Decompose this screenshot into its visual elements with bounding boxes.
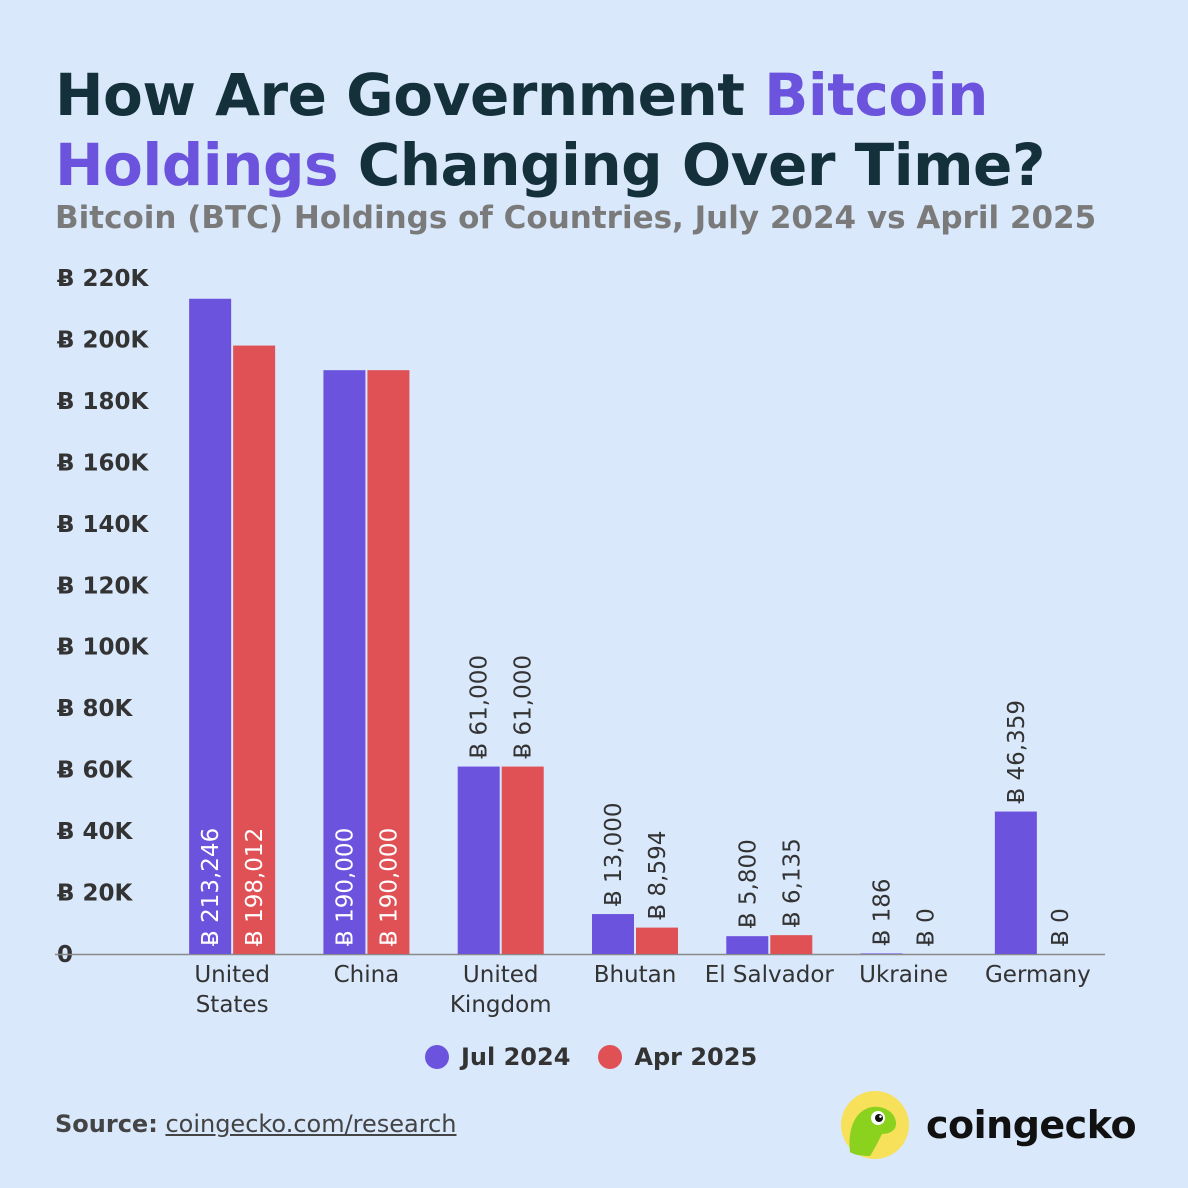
x-tick-label: Kingdom: [450, 992, 552, 1018]
bar: [233, 345, 276, 955]
y-tick-label: Ƀ 60K: [57, 758, 134, 784]
chart-legend: Jul 2024 Apr 2025: [425, 1043, 757, 1071]
page-title: How Are Government Bitcoin Holdings Chang…: [55, 60, 1155, 200]
data-label: Ƀ 61,000: [467, 655, 493, 759]
y-tick-label: Ƀ 160K: [57, 450, 150, 476]
title-part-2: Changing Over Time?: [338, 131, 1046, 199]
source-link[interactable]: coingecko.com/research: [165, 1110, 457, 1138]
x-tick-label: Bhutan: [594, 962, 677, 988]
legend-dot-apr-2025: [598, 1045, 623, 1069]
y-tick-label: Ƀ 200K: [57, 327, 150, 353]
title-part-1: How Are Government: [55, 61, 765, 129]
data-label: Ƀ 13,000: [601, 802, 627, 906]
chart-subtitle: Bitcoin (BTC) Holdings of Countries, Jul…: [55, 200, 1097, 236]
title-highlight-2: Holdings: [55, 131, 339, 199]
source-note: Source: coingecko.com/research: [55, 1110, 457, 1138]
bar: [323, 370, 366, 954]
x-tick-label: United: [463, 962, 539, 988]
x-tick-label: China: [334, 962, 400, 988]
data-label: Ƀ 6,135: [779, 838, 805, 927]
title-highlight-1: Bitcoin: [764, 61, 988, 129]
bar: [636, 927, 678, 954]
y-tick-label: Ƀ 20K: [57, 881, 134, 907]
brand: coingecko: [840, 1090, 1137, 1160]
bar: [770, 935, 813, 954]
y-tick-label: Ƀ 140K: [57, 512, 150, 538]
y-tick-label: Ƀ 220K: [57, 266, 150, 292]
brand-name: coingecko: [926, 1103, 1137, 1147]
bar: [726, 936, 769, 954]
legend-label-jul-2024: Jul 2024: [461, 1043, 571, 1071]
data-label: Ƀ 190,000: [376, 828, 402, 946]
data-label: Ƀ 0: [914, 908, 940, 946]
y-tick-label: Ƀ 180K: [57, 389, 150, 415]
y-tick-label: Ƀ 100K: [57, 635, 150, 661]
legend-item-jul-2024: Jul 2024: [425, 1043, 570, 1071]
y-tick-label: Ƀ 120K: [57, 573, 150, 599]
x-tick-label: El Salvador: [705, 962, 835, 988]
bar: [189, 298, 232, 955]
data-label: Ƀ 198,012: [242, 828, 268, 946]
data-label: Ƀ 46,359: [1004, 700, 1030, 804]
data-label: Ƀ 190,000: [332, 828, 358, 946]
legend-item-apr-2025: Apr 2025: [598, 1043, 757, 1071]
source-label: Source:: [55, 1110, 158, 1138]
bar: [367, 370, 410, 954]
data-label: Ƀ 213,246: [198, 828, 224, 946]
bar: [457, 766, 500, 954]
x-tick-label: Ukraine: [859, 962, 948, 988]
bar: [592, 914, 634, 954]
legend-dot-jul-2024: [425, 1045, 449, 1069]
data-label: Ƀ 5,800: [735, 839, 761, 928]
x-tick-label: States: [196, 992, 269, 1018]
gecko-logo-icon: [841, 1091, 909, 1159]
y-tick-label: Ƀ 40K: [57, 819, 134, 845]
data-label: Ƀ 61,000: [511, 655, 537, 759]
legend-label-apr-2025: Apr 2025: [634, 1043, 758, 1071]
bar-chart: Ƀ 220K Ƀ 200K Ƀ 180K Ƀ 160K Ƀ 140K Ƀ 120K Ƀ 10…: [55, 266, 1105, 1018]
data-label: Ƀ 8,594: [645, 831, 671, 920]
x-tick-label: United: [194, 962, 270, 988]
bar: [501, 766, 544, 954]
data-label: Ƀ 0: [1048, 908, 1074, 946]
x-tick-label: Germany: [985, 962, 1091, 988]
data-label: Ƀ 186: [870, 878, 896, 945]
bar: [994, 811, 1037, 954]
bar: [860, 953, 903, 954]
y-tick-label: Ƀ 80K: [57, 696, 134, 722]
